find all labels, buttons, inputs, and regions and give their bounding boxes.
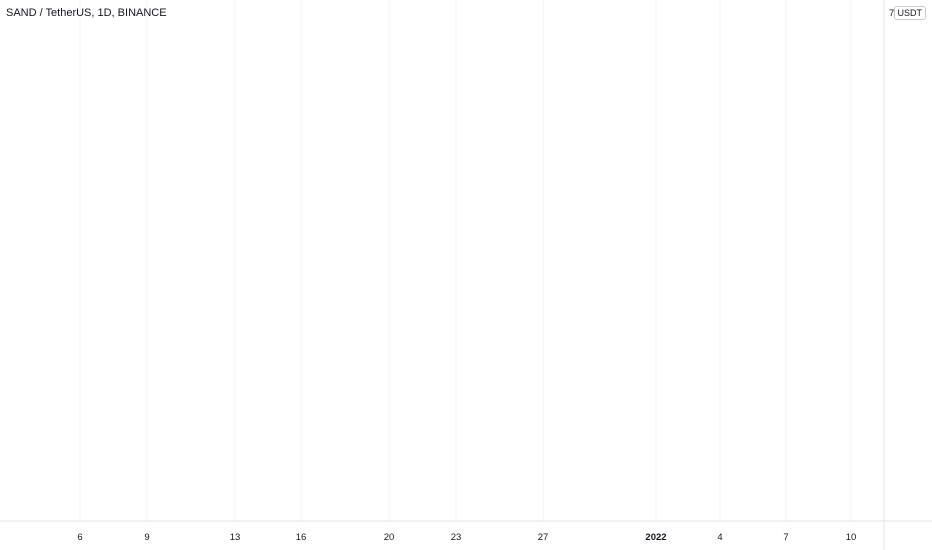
x-tick-label: 23 bbox=[451, 532, 462, 543]
x-tick-label: 27 bbox=[538, 532, 549, 543]
x-tick-label: 7 bbox=[783, 532, 788, 543]
y-tick-label: 7 bbox=[889, 8, 894, 19]
x-tick-label: 10 bbox=[846, 532, 857, 543]
chart-title: SAND / TetherUS, 1D, BINANCE bbox=[6, 7, 167, 19]
x-tick-label: 4 bbox=[717, 532, 722, 543]
x-tick-label: 16 bbox=[296, 532, 307, 543]
x-tick-label: 2022 bbox=[645, 532, 666, 543]
x-tick-label: 9 bbox=[144, 532, 149, 543]
y-axis: 7.20006.80006.40006.00005.80005.60005.20… bbox=[883, 0, 894, 550]
currency-badge[interactable]: USDT bbox=[893, 6, 926, 20]
x-tick-label: 6 bbox=[77, 532, 82, 543]
grid bbox=[79, 0, 852, 521]
x-axis: 6 9 13 16 20 23 27 2022 4 7 10 bbox=[0, 520, 932, 543]
x-tick-label: 13 bbox=[230, 532, 241, 543]
x-tick-label: 20 bbox=[384, 532, 395, 543]
